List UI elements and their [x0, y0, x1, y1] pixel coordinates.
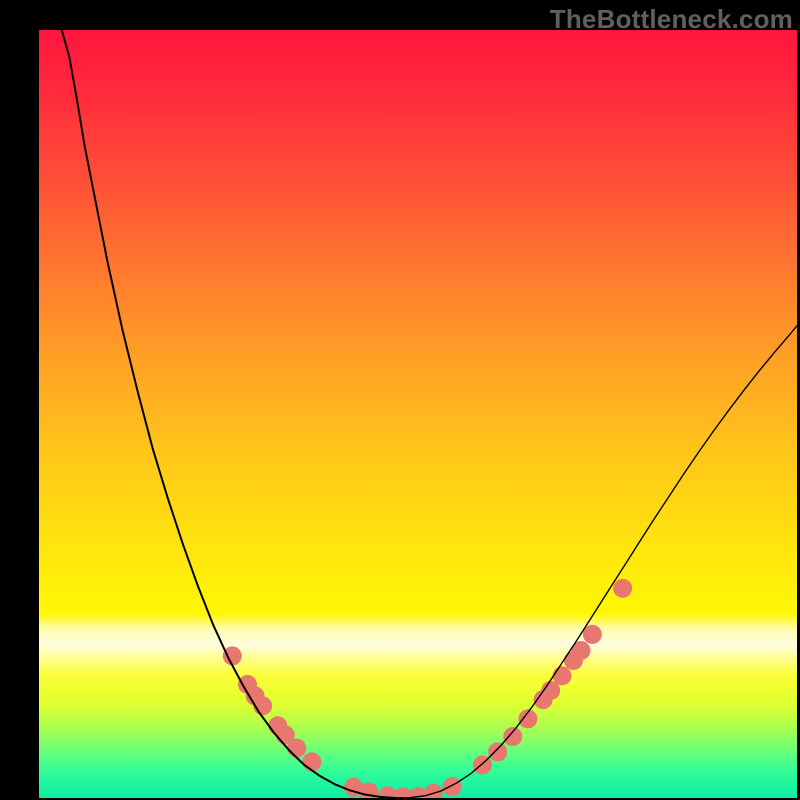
data-marker: [443, 777, 462, 796]
data-marker: [302, 752, 321, 771]
data-marker: [553, 666, 572, 685]
curve-right: [395, 326, 797, 798]
data-marker: [287, 739, 306, 758]
markers-group: [223, 579, 632, 798]
watermark-text: TheBottleneck.com: [550, 4, 793, 35]
chart-svg: [39, 30, 797, 798]
curve-left: [62, 30, 396, 798]
plot-area: [39, 30, 797, 798]
data-marker: [503, 727, 522, 746]
data-marker: [613, 579, 632, 598]
data-marker: [583, 625, 602, 644]
data-marker: [488, 742, 507, 761]
data-marker: [223, 646, 242, 665]
